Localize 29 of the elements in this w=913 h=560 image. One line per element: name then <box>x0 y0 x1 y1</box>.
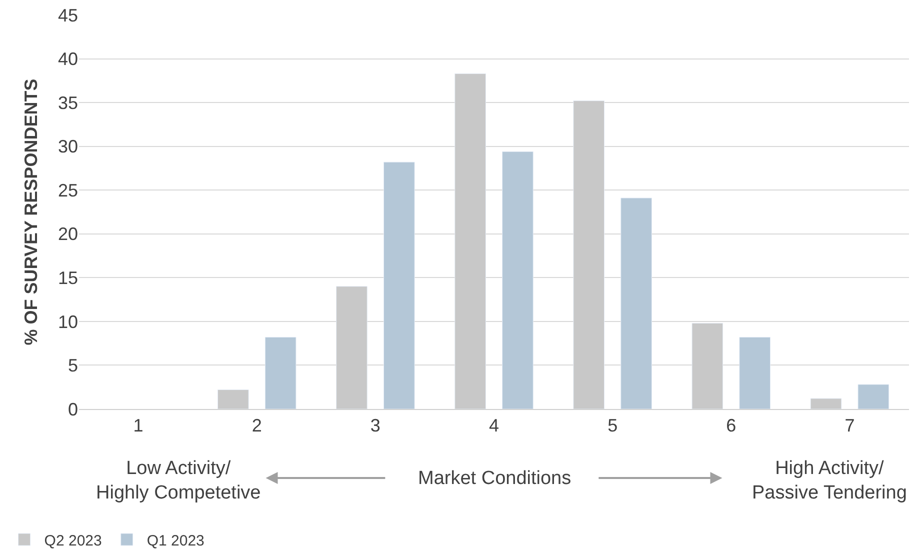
bar <box>383 162 415 409</box>
y-tick-label: 0 <box>68 399 78 420</box>
y-axis-title: % OF SURVEY RESPONDENTS <box>21 78 42 346</box>
x-tick-label: 3 <box>370 416 380 436</box>
legend-label: Q1 2023 <box>146 532 204 550</box>
y-tick-label: 20 <box>58 224 78 244</box>
legend-label: Q2 2023 <box>44 532 102 550</box>
x-tick-label: 7 <box>844 416 855 436</box>
x-tick-label: 2 <box>252 416 262 436</box>
x-tick-label: 4 <box>488 416 500 436</box>
bar <box>620 198 652 409</box>
x-tick-label: 1 <box>133 416 144 436</box>
bar <box>858 384 890 409</box>
bar <box>264 336 296 409</box>
text: Low Activity/ Highly Competetive <box>96 458 261 504</box>
x-tick-label: 6 <box>726 416 736 436</box>
y-tick-label: 25 <box>58 180 78 200</box>
bar <box>502 151 534 409</box>
y-tick-label: 40 <box>58 49 78 70</box>
text: Market Conditions <box>418 468 572 489</box>
y-tick-label: 15 <box>58 268 78 288</box>
y-tick-label: 35 <box>58 92 78 113</box>
y-tick-label: 45 <box>58 5 78 26</box>
y-tick-label: 5 <box>68 356 78 376</box>
y-tick-label: 30 <box>58 136 78 157</box>
bar <box>739 336 771 409</box>
y-tick-label: 10 <box>58 312 78 332</box>
text: High Activity/ Passive Tendering <box>752 458 907 504</box>
x-tick-label: 5 <box>608 416 618 436</box>
